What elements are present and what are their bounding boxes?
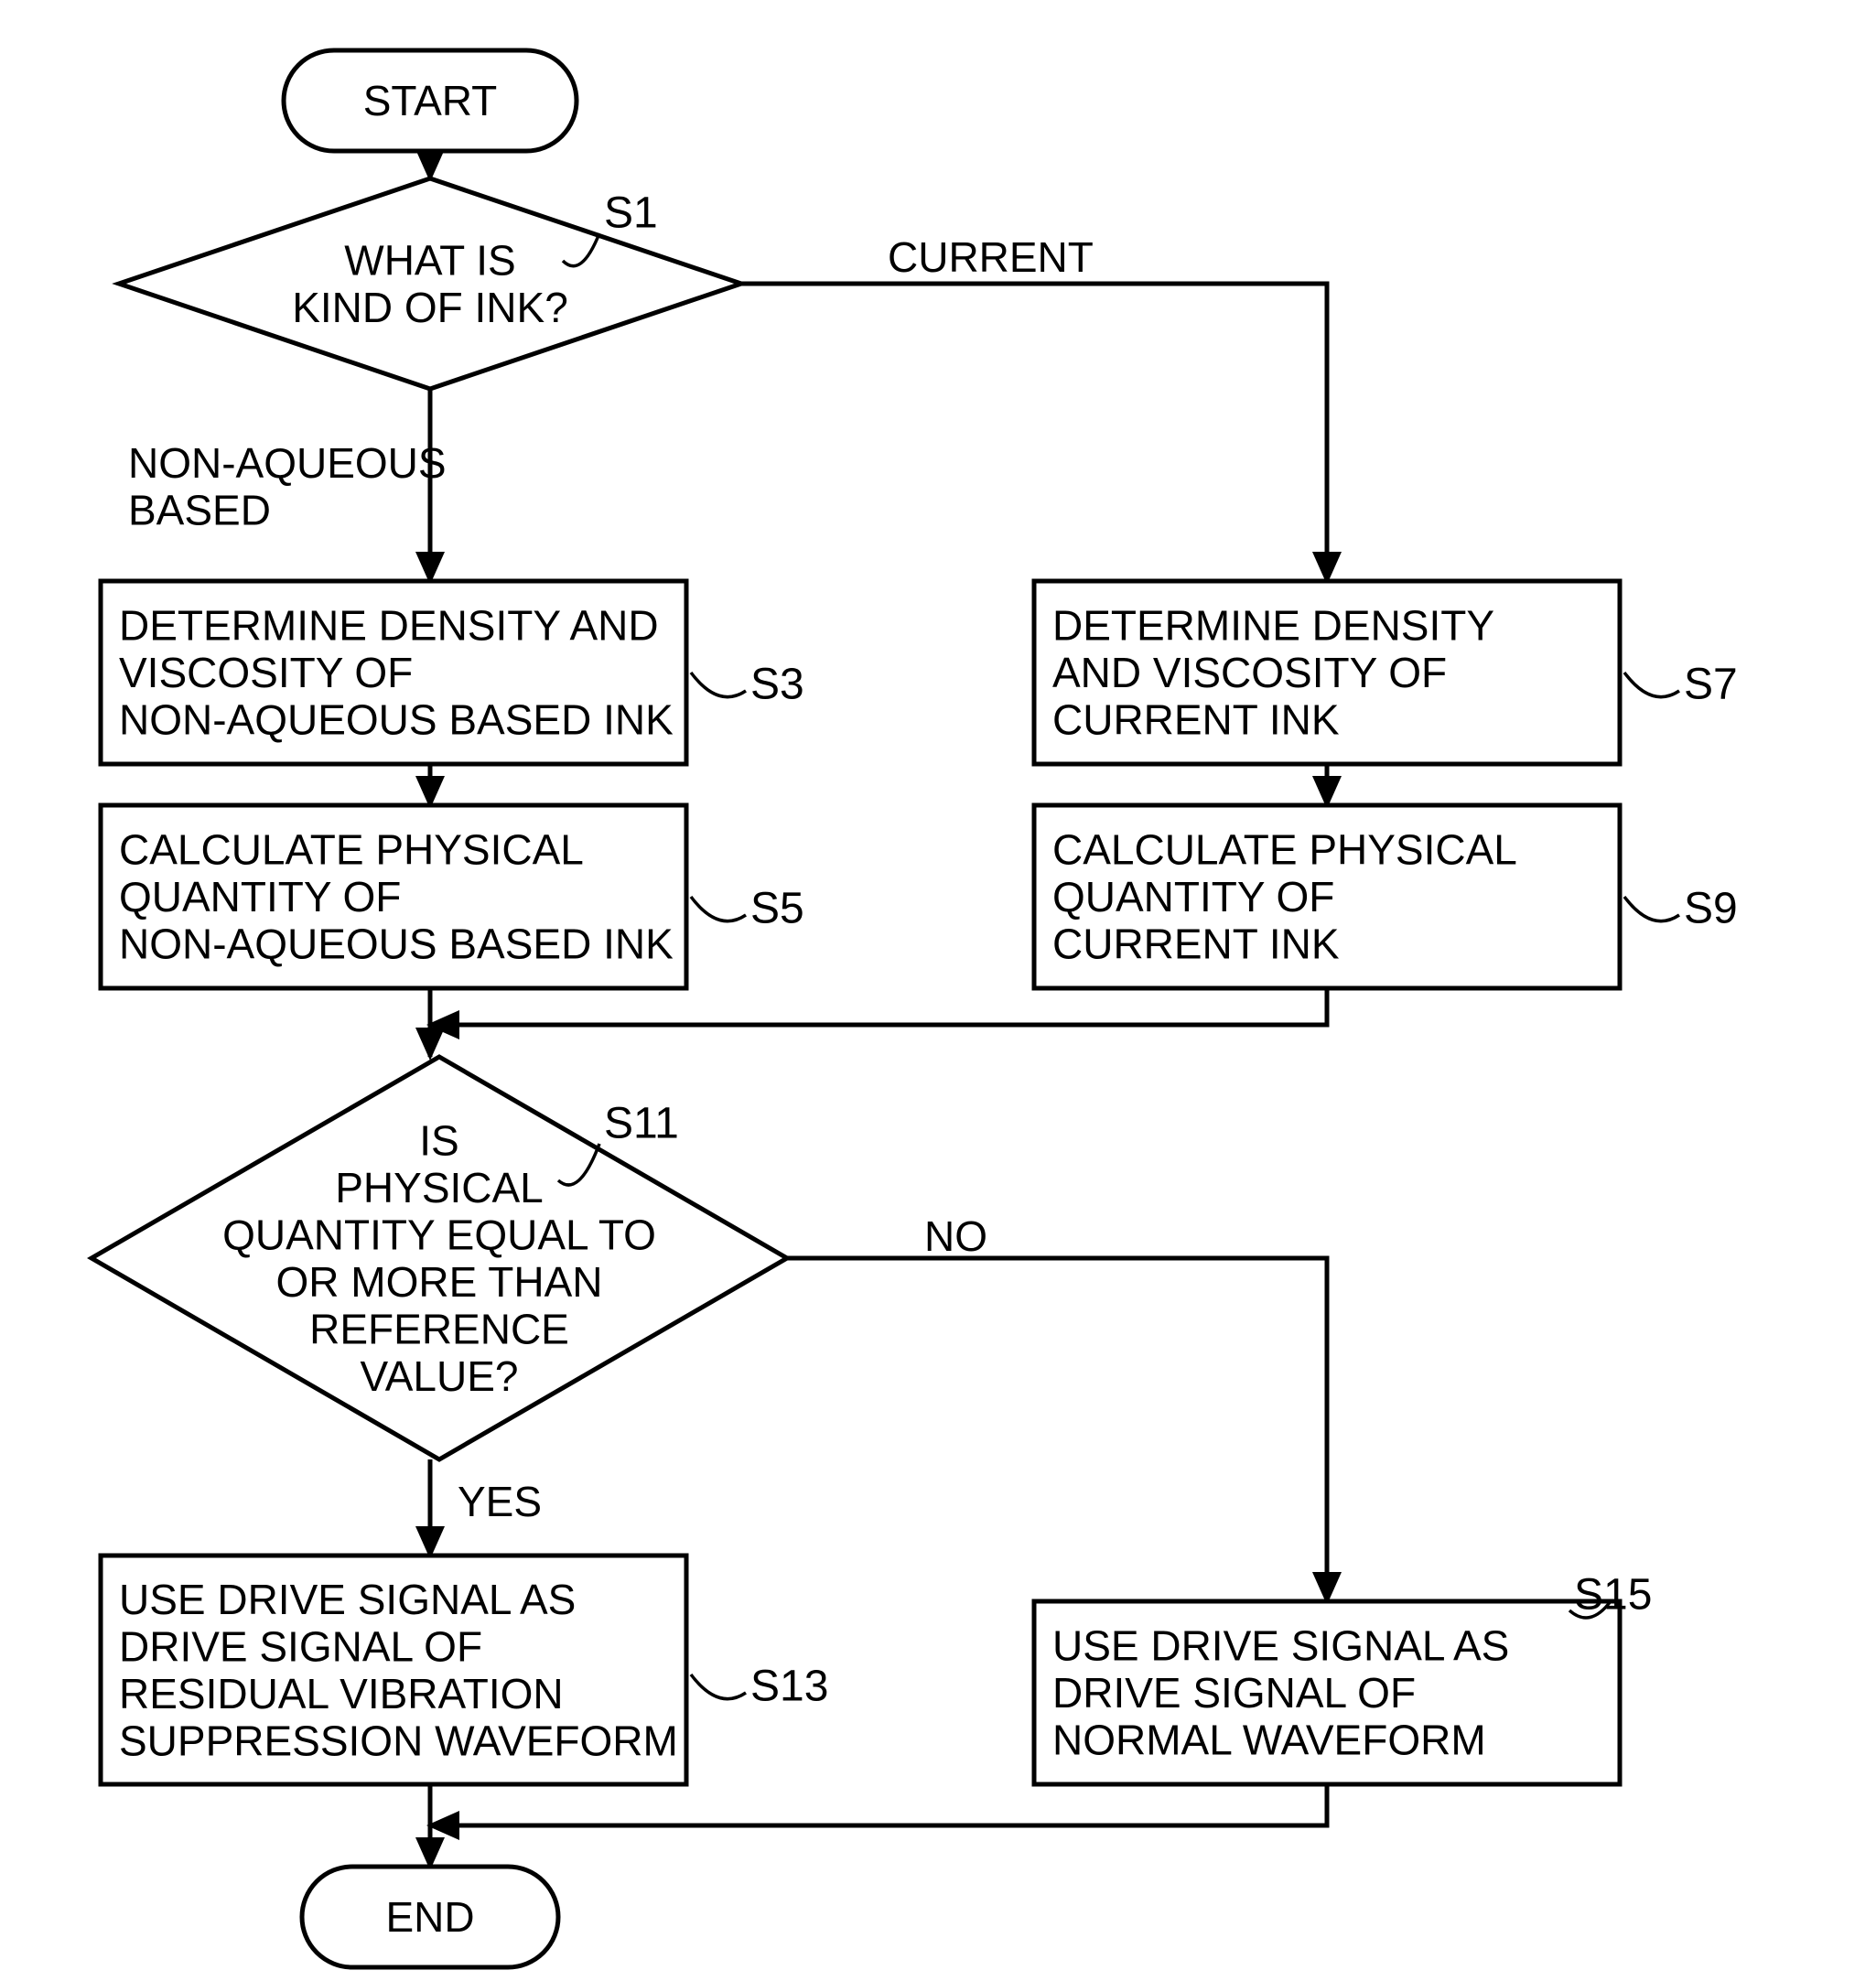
node-s3: DETERMINE DENSITY ANDVISCOSITY OFNON-AQU…: [101, 581, 686, 764]
step-hook-lbl_s13: [691, 1674, 746, 1699]
end-label: END: [385, 1893, 474, 1941]
node-s9: CALCULATE PHYSICALQUANTITY OFCURRENT INK: [1034, 805, 1620, 988]
node-s5: CALCULATE PHYSICALQUANTITY OFNON-AQUEOUS…: [101, 805, 686, 988]
step-label-lbl_s15: S15: [1574, 1570, 1652, 1619]
edge-s15_merge: [430, 1784, 1327, 1825]
step-hook-lbl_s7: [1624, 673, 1679, 697]
step-label-lbl_s1: S1: [604, 188, 658, 237]
step-label-lbl_s11: S11: [604, 1099, 679, 1147]
edge-label-s1_right: CURRENT: [888, 233, 1094, 281]
step-hook-lbl_s3: [691, 673, 746, 697]
step-label-lbl_s9: S9: [1684, 884, 1738, 932]
edge-label-s1_down: NON-AQUEOUSBASED: [128, 439, 447, 534]
step-label-lbl_s7: S7: [1684, 660, 1738, 708]
node-s11: ISPHYSICALQUANTITY EQUAL TOOR MORE THANR…: [92, 1057, 787, 1459]
start-label: START: [363, 77, 498, 124]
edge-s11_no: [787, 1258, 1327, 1601]
step-label-lbl_s3: S3: [750, 660, 804, 708]
node-start: START: [284, 50, 577, 151]
edge-s9_merge: [430, 988, 1327, 1025]
flowchart-canvas: NON-AQUEOUSBASEDCURRENTYESNOSTARTWHAT IS…: [0, 0, 1876, 1981]
edge-s1_right: [741, 284, 1327, 581]
step-label-lbl_s5: S5: [750, 884, 804, 932]
step-label-lbl_s13: S13: [750, 1662, 828, 1710]
node-s7: DETERMINE DENSITYAND VISCOSITY OFCURRENT…: [1034, 581, 1620, 764]
edge-label-s11_yes: YES: [458, 1478, 542, 1525]
node-s13: USE DRIVE SIGNAL ASDRIVE SIGNAL OFRESIDU…: [101, 1556, 686, 1784]
node-end: END: [302, 1867, 558, 1967]
step-hook-lbl_s5: [691, 897, 746, 921]
edge-label-s11_no: NO: [924, 1212, 987, 1260]
step-hook-lbl_s9: [1624, 897, 1679, 921]
node-s15: USE DRIVE SIGNAL ASDRIVE SIGNAL OFNORMAL…: [1034, 1601, 1620, 1784]
